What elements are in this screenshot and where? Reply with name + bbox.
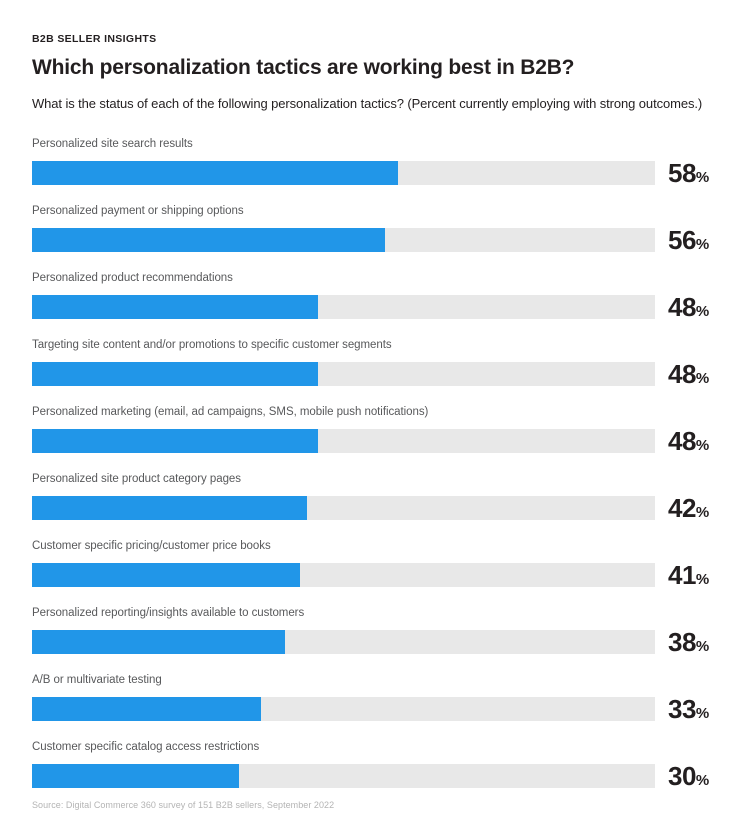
bar-line: 33% (32, 694, 718, 724)
bar-row-label: Personalized payment or shipping options (32, 205, 244, 218)
bar-value-number: 56 (668, 225, 696, 256)
bar-value-number: 30 (668, 761, 696, 792)
bar-track (32, 630, 655, 655)
bar-value-percent-sign: % (695, 638, 710, 656)
bar-row: Personalized site search results 58% (32, 135, 718, 202)
bar-track (32, 295, 655, 320)
bar-value-label: 58% (668, 158, 750, 189)
bar-track (32, 496, 655, 521)
bar-line: 56% (32, 225, 718, 255)
bar-row: Personalized marketing (email, ad campai… (32, 403, 718, 470)
bar-value-percent-sign: % (695, 370, 710, 388)
bar-value-percent-sign: % (695, 437, 710, 455)
bar-row: Personalized reporting/insights availabl… (32, 604, 718, 671)
bar-line: 48% (32, 292, 718, 322)
bar-fill (32, 563, 300, 588)
bar-fill (32, 697, 262, 722)
bar-row: Customer specific catalog access restric… (32, 738, 718, 805)
bar-line: 41% (32, 560, 718, 590)
bar-value-number: 38 (668, 627, 696, 658)
bar-fill (32, 295, 318, 320)
bar-track (32, 228, 655, 253)
bar-value-label: 38% (668, 627, 750, 658)
bar-row: Personalized product recommendations 48% (32, 269, 718, 336)
bar-value-number: 48 (668, 426, 696, 457)
bar-line: 48% (32, 359, 718, 389)
bar-row: Customer specific pricing/customer price… (32, 537, 718, 604)
page-title: Which personalization tactics are workin… (32, 56, 575, 79)
bar-value-percent-sign: % (695, 772, 710, 790)
bar-value-percent-sign: % (695, 504, 710, 522)
bar-row: A/B or multivariate testing 33% (32, 671, 718, 738)
bar-value-percent-sign: % (695, 571, 710, 589)
bar-row-label: A/B or multivariate testing (32, 674, 162, 687)
bar-value-number: 48 (668, 292, 696, 323)
bar-fill (32, 429, 318, 454)
bar-track (32, 764, 655, 789)
bar-line: 30% (32, 761, 718, 791)
bar-value-number: 33 (668, 694, 696, 725)
bar-fill (32, 362, 318, 387)
bar-row-label: Personalized site product category pages (32, 473, 241, 486)
bar-value-label: 30% (668, 761, 750, 792)
bar-track (32, 429, 655, 454)
bar-fill (32, 161, 398, 186)
bar-row: Personalized payment or shipping options… (32, 202, 718, 269)
bar-row-label: Personalized marketing (email, ad campai… (32, 406, 429, 419)
bar-row-label: Personalized site search results (32, 138, 193, 151)
bar-line: 58% (32, 158, 718, 188)
eyebrow-label: B2B SELLER INSIGHTS (32, 33, 157, 45)
source-note: Source: Digital Commerce 360 survey of 1… (32, 800, 335, 810)
bar-fill (32, 630, 285, 655)
bar-value-number: 48 (668, 359, 696, 390)
bar-fill (32, 228, 385, 253)
bar-track (32, 362, 655, 387)
bar-row-label: Customer specific pricing/customer price… (32, 540, 271, 553)
bar-chart: Personalized site search results 58% Perso… (32, 135, 718, 805)
bar-line: 38% (32, 627, 718, 657)
bar-row: Targeting site content and/or promotions… (32, 336, 718, 403)
bar-line: 48% (32, 426, 718, 456)
bar-value-label: 48% (668, 292, 750, 323)
bar-value-number: 58 (668, 158, 696, 189)
bar-track (32, 161, 655, 186)
bar-value-percent-sign: % (695, 303, 710, 321)
bar-value-label: 48% (668, 359, 750, 390)
bar-row-label: Personalized product recommendations (32, 272, 233, 285)
bar-value-number: 41 (668, 560, 696, 591)
bar-value-percent-sign: % (695, 169, 710, 187)
bar-fill (32, 496, 307, 521)
bar-value-label: 48% (668, 426, 750, 457)
bar-track (32, 563, 655, 588)
bar-row-label: Customer specific catalog access restric… (32, 741, 260, 754)
bar-row-label: Targeting site content and/or promotions… (32, 339, 392, 352)
bar-track (32, 697, 655, 722)
bar-value-percent-sign: % (695, 236, 710, 254)
page-subtitle: What is the status of each of the follow… (32, 96, 703, 112)
bar-value-label: 56% (668, 225, 750, 256)
bar-value-label: 42% (668, 493, 750, 524)
bar-value-percent-sign: % (695, 705, 710, 723)
bar-row-label: Personalized reporting/insights availabl… (32, 607, 305, 620)
bar-value-number: 42 (668, 493, 696, 524)
bar-fill (32, 764, 239, 789)
bar-row: Personalized site product category pages… (32, 470, 718, 537)
bar-line: 42% (32, 493, 718, 523)
bar-value-label: 33% (668, 694, 750, 725)
bar-value-label: 41% (668, 560, 750, 591)
